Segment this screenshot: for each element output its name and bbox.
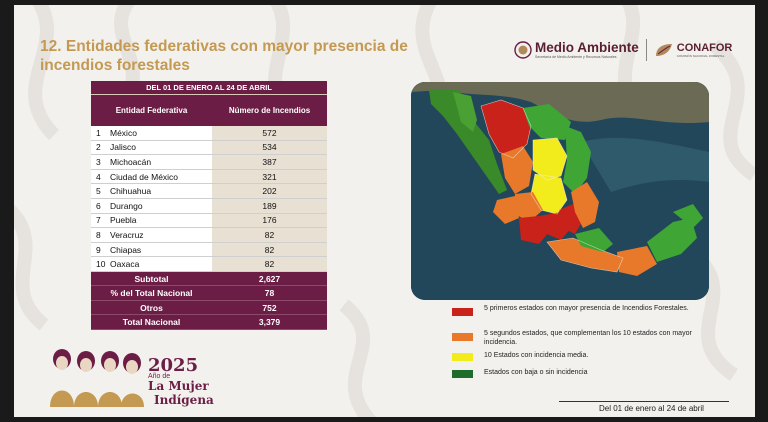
row-count: 176: [212, 213, 327, 229]
wildfire-table: DEL 01 DE ENERO AL 24 DE ABRIL Entidad F…: [91, 81, 327, 330]
row-state: Puebla: [110, 213, 212, 229]
legend-swatch: [452, 370, 473, 378]
row-state: Michoacán: [110, 154, 212, 170]
eagle-emblem-icon: [514, 41, 532, 59]
row-rank: 1: [91, 126, 110, 141]
row-rank: 2: [91, 140, 110, 156]
row-count: 82: [212, 256, 327, 272]
row-state: Durango: [110, 198, 212, 214]
summary-label: Total Nacional: [91, 314, 212, 330]
brand-line2: Indígena: [154, 393, 214, 407]
conafor-subtitle: COMISIÓN NACIONAL FORESTAL: [676, 54, 725, 58]
brand-year: 2025: [148, 355, 199, 376]
summary-value: 2,627: [212, 271, 327, 287]
conafor-leaf-icon: [655, 44, 672, 56]
row-rank: 6: [91, 198, 110, 214]
row-state: Chihuahua: [110, 183, 212, 199]
summary-row: % del Total Nacional 78: [91, 285, 327, 301]
indigenous-women-illustration-icon: [50, 349, 144, 407]
footer-divider: [559, 401, 729, 402]
column-header-count: Número de Incendios: [212, 94, 327, 126]
row-state: Veracruz: [110, 227, 212, 243]
legend-label: 5 segundos estados, que complementan los…: [484, 330, 692, 346]
row-count: 387: [212, 154, 327, 170]
summary-label: Otros: [91, 300, 212, 316]
legend-label: 10 Estados con incidencia media.: [484, 352, 589, 359]
row-count: 534: [212, 140, 327, 156]
mexico-incidence-map: [411, 82, 709, 300]
legend-swatch: [452, 308, 473, 316]
legend-label: 5 primeros estados con mayor presencia d…: [484, 305, 689, 312]
row-rank: 5: [91, 183, 110, 199]
brand-year-of: Año de: [148, 373, 171, 380]
presentation-slide: 12. Entidades federativas con mayor pres…: [14, 5, 755, 417]
row-rank: 9: [91, 242, 110, 258]
row-state: Chiapas: [110, 242, 212, 258]
medio-ambiente-subtitle: Secretaría de Medio Ambiente y Recursos …: [535, 54, 617, 59]
row-rank: 8: [91, 227, 110, 243]
summary-value: 752: [212, 300, 327, 316]
summary-value: 3,379: [212, 314, 327, 330]
table-body: 1 México 572 2 Jalisco 534 3 Michoacán 387 4 Ciuda…: [91, 126, 327, 272]
medio-ambiente-name: Medio Ambiente: [535, 39, 639, 55]
row-rank: 3: [91, 154, 110, 170]
table-row: 3 Michoacán 387: [91, 154, 327, 170]
row-count: 189: [212, 198, 327, 214]
conafor-logo: CONAFOR COMISIÓN NACIONAL FORESTAL: [654, 42, 733, 58]
table-row: 5 Chihuahua 202: [91, 183, 327, 199]
header-logos: Medio Ambiente Secretaría de Medio Ambie…: [514, 39, 732, 61]
logo-divider: [645, 39, 647, 61]
medio-ambiente-logo: Medio Ambiente Secretaría de Medio Ambie…: [514, 39, 639, 60]
table-row: 9 Chiapas 82: [91, 242, 327, 258]
row-rank: 4: [91, 169, 110, 185]
summary-row: Total Nacional 3,379: [91, 314, 327, 330]
legend-label: Estados con baja o sin incidencia: [484, 369, 588, 376]
conafor-name: CONAFOR: [676, 42, 733, 54]
column-header-state: Entidad Federativa: [91, 94, 212, 126]
table-date-range-row: DEL 01 DE ENERO AL 24 DE ABRIL: [91, 81, 327, 95]
table-summary: Subtotal 2,627% del Total Nacional 78 Otros…: [91, 271, 327, 330]
table-row: 1 México 572: [91, 126, 327, 141]
table-row: 7 Puebla 176: [91, 213, 327, 229]
table-header-row: Entidad Federativa Número de Incendios: [91, 94, 327, 126]
row-rank: 7: [91, 213, 110, 229]
table-row: 10 Oaxaca 82: [91, 256, 327, 272]
year-of-indigenous-woman-logo: 2025 Año de La Mujer Indígena: [48, 345, 228, 407]
table-date-range: DEL 01 DE ENERO AL 24 DE ABRIL: [91, 81, 327, 95]
table-row: 2 Jalisco 534: [91, 140, 327, 156]
row-count: 82: [212, 242, 327, 258]
row-count: 202: [212, 183, 327, 199]
summary-row: Otros 752: [91, 300, 327, 316]
footer-date: Del 01 de enero al 24 de abril: [599, 404, 704, 413]
legend-swatch: [452, 333, 473, 341]
row-count: 321: [212, 169, 327, 185]
row-state: Oaxaca: [110, 256, 212, 272]
row-count: 572: [212, 126, 327, 141]
table-row: 6 Durango 189: [91, 198, 327, 214]
row-state: Ciudad de México: [110, 169, 212, 185]
brand-line1: La Mujer: [148, 379, 209, 393]
summary-row: Subtotal 2,627: [91, 271, 327, 287]
table-row: 8 Veracruz 82: [91, 227, 327, 243]
row-state: Jalisco: [110, 140, 212, 156]
row-rank: 10: [91, 256, 110, 272]
slide-title: 12. Entidades federativas con mayor pres…: [40, 38, 408, 74]
table-row: 4 Ciudad de México 321: [91, 169, 327, 185]
row-count: 82: [212, 227, 327, 243]
legend-swatch: [452, 353, 473, 361]
row-state: México: [110, 126, 212, 141]
summary-value: 78: [212, 285, 327, 301]
summary-label: % del Total Nacional: [91, 285, 212, 301]
summary-label: Subtotal: [91, 271, 212, 287]
